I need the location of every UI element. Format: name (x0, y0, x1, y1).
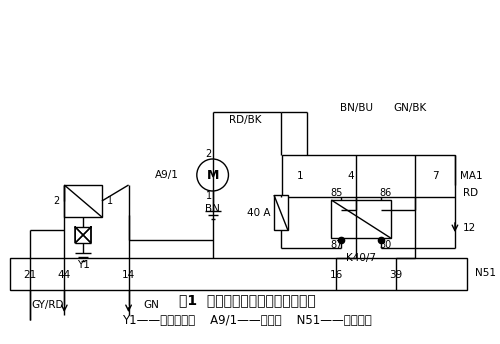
Text: A9/1: A9/1 (155, 170, 179, 180)
Text: Y1——泄压电磁阀    A9/1——充气泵    N51——控制单元: Y1——泄压电磁阀 A9/1——充气泵 N51——控制单元 (122, 313, 372, 326)
Text: BN: BN (205, 204, 220, 214)
Text: 12: 12 (463, 223, 476, 233)
Text: 40 A: 40 A (248, 207, 271, 217)
Text: 21: 21 (23, 270, 36, 280)
Bar (274, 195, 288, 230)
Text: RD/BK: RD/BK (229, 115, 262, 125)
Text: 2: 2 (53, 196, 60, 206)
Text: 图1  空气悬架系统控制相关电路图: 图1 空气悬架系统控制相关电路图 (179, 293, 316, 307)
Polygon shape (75, 227, 83, 243)
Text: GY/RD: GY/RD (31, 300, 64, 310)
Text: 44: 44 (58, 270, 71, 280)
Text: 86: 86 (380, 188, 392, 198)
Text: M: M (206, 169, 219, 182)
Polygon shape (83, 227, 91, 243)
Text: RD: RD (463, 188, 478, 198)
Text: 4: 4 (348, 171, 354, 181)
Circle shape (197, 159, 228, 191)
Text: 1: 1 (206, 191, 212, 201)
Text: 1: 1 (107, 196, 113, 206)
Bar (10, 258, 467, 290)
Text: K40/7: K40/7 (346, 253, 376, 263)
Text: Y1: Y1 (76, 260, 90, 270)
Text: 2: 2 (206, 149, 212, 159)
Text: 39: 39 (389, 270, 402, 280)
Text: 1: 1 (296, 171, 303, 181)
Text: BN/BU: BN/BU (340, 103, 372, 113)
Text: MA1: MA1 (460, 171, 482, 181)
Bar (64, 185, 102, 217)
Bar (332, 200, 390, 238)
Text: N51: N51 (474, 268, 496, 278)
Text: GN: GN (144, 300, 160, 310)
Text: 85: 85 (330, 188, 342, 198)
Text: 7: 7 (432, 171, 438, 181)
Text: GN/BK: GN/BK (394, 103, 427, 113)
Text: 14: 14 (122, 270, 135, 280)
Text: 87: 87 (330, 240, 342, 250)
Text: 16: 16 (330, 270, 343, 280)
Bar (282, 155, 455, 197)
Text: 30: 30 (380, 240, 392, 250)
